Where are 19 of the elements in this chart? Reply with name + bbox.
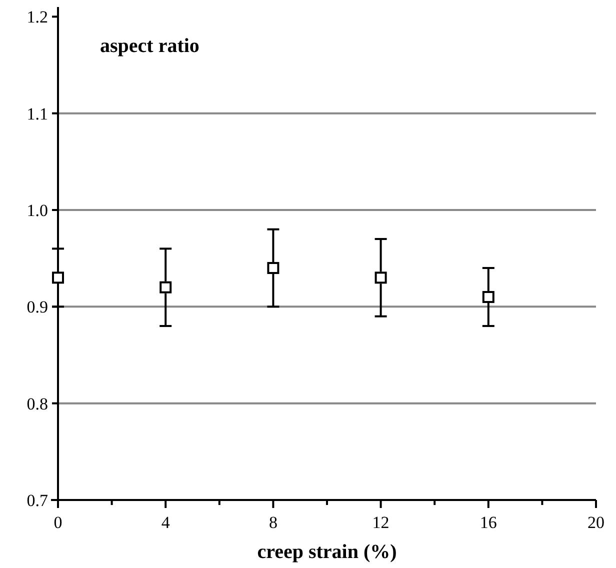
point: [267, 262, 280, 274]
y-tick-label: 1.2: [26, 8, 48, 27]
point: [52, 272, 64, 284]
point: [482, 291, 494, 303]
y-tick-label: 0.7: [26, 490, 48, 510]
point: [374, 272, 387, 284]
y-tick-label: 0.9: [26, 298, 48, 317]
x-tick-label: 0: [54, 513, 62, 532]
x-tick-label: 16: [480, 513, 497, 532]
point: [160, 281, 172, 294]
x-tick-label: 4: [161, 513, 170, 532]
y-tick-label: 0.8: [26, 394, 48, 414]
x-tick-label: 8: [268, 513, 278, 532]
text: aspect ratio: [100, 35, 200, 57]
x-axis-title: creep strain (%): [257, 541, 397, 563]
x-tick-label: 12: [372, 513, 390, 532]
x-tick-label: 20: [588, 513, 604, 532]
y-tick-label: 1.0: [26, 200, 48, 220]
y-tick-label: 1.1: [26, 104, 48, 124]
